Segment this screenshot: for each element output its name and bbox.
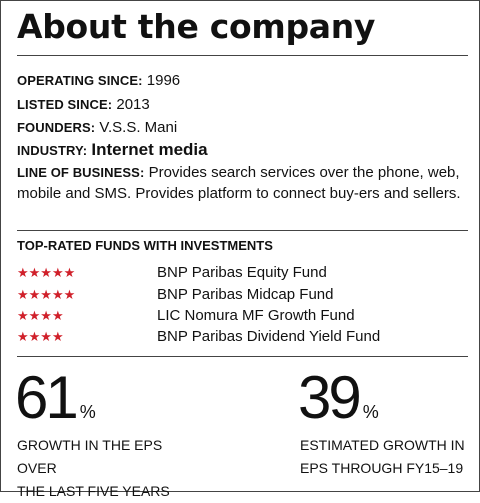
line-of-business-row: LINE OF BUSINESS: Provides search servic… — [17, 163, 468, 204]
stat-unit: % — [79, 402, 96, 422]
fund-row: ★★★★★ BNP Paribas Midcap Fund — [17, 286, 468, 306]
founders-label: FOUNDERS: — [17, 120, 96, 135]
stat-desc-line: EPS THROUGH FY15–19 — [300, 460, 464, 476]
star-rating: ★★★★ — [17, 329, 64, 344]
card-title: About the company — [17, 7, 376, 46]
listed-since-value: 2013 — [116, 96, 150, 113]
industry-value: Internet media — [91, 140, 208, 159]
line-of-business-label: LINE OF BUSINESS: — [17, 165, 145, 180]
star-rating: ★★★★★ — [17, 265, 76, 280]
operating-since-value: 1996 — [146, 72, 181, 89]
stat-desc-line: ESTIMATED GROWTH IN — [300, 437, 465, 453]
estimated-growth-description: ESTIMATED GROWTH IN EPS THROUGH FY15–19 — [300, 434, 475, 480]
stat-value: 39 — [298, 364, 362, 431]
listed-since-label: LISTED SINCE: — [17, 97, 113, 112]
industry-label: INDUSTRY: — [17, 143, 88, 158]
fund-row: ★★★★ BNP Paribas Dividend Yield Fund — [17, 328, 468, 348]
star-rating: ★★★★ — [17, 308, 64, 323]
fund-row: ★★★★★ BNP Paribas Equity Fund — [17, 264, 468, 284]
fund-name: LIC Nomura MF Growth Fund — [157, 307, 355, 324]
fund-name: BNP Paribas Dividend Yield Fund — [157, 328, 381, 345]
eps-growth-stat: 61% — [15, 368, 96, 442]
operating-since-label: OPERATING SINCE: — [17, 73, 143, 88]
star-rating: ★★★★★ — [17, 287, 76, 302]
founders-row: FOUNDERS: V.S.S. Mani — [17, 118, 177, 138]
listed-since-row: LISTED SINCE: 2013 — [17, 95, 150, 115]
stat-value: 61 — [15, 364, 79, 431]
eps-growth-description: GROWTH IN THE EPS OVER THE LAST FIVE YEA… — [17, 434, 192, 503]
stats-divider — [17, 356, 468, 357]
stat-desc-line: GROWTH IN THE EPS OVER — [17, 437, 163, 476]
operating-since-row: OPERATING SINCE: 1996 — [17, 71, 180, 91]
fund-name: BNP Paribas Equity Fund — [157, 264, 327, 281]
estimated-growth-stat: 39% — [298, 368, 379, 442]
funds-divider — [17, 230, 468, 231]
industry-row: INDUSTRY: Internet media — [17, 140, 208, 161]
stat-unit: % — [362, 402, 379, 422]
fund-name: BNP Paribas Midcap Fund — [157, 286, 334, 303]
line-of-business-value: Provides search services over the phone,… — [17, 164, 461, 202]
title-divider — [17, 55, 468, 56]
founders-value: V.S.S. Mani — [99, 119, 178, 136]
fund-row: ★★★★ LIC Nomura MF Growth Fund — [17, 307, 468, 327]
funds-section-title: TOP-RATED FUNDS WITH INVESTMENTS — [17, 238, 273, 253]
